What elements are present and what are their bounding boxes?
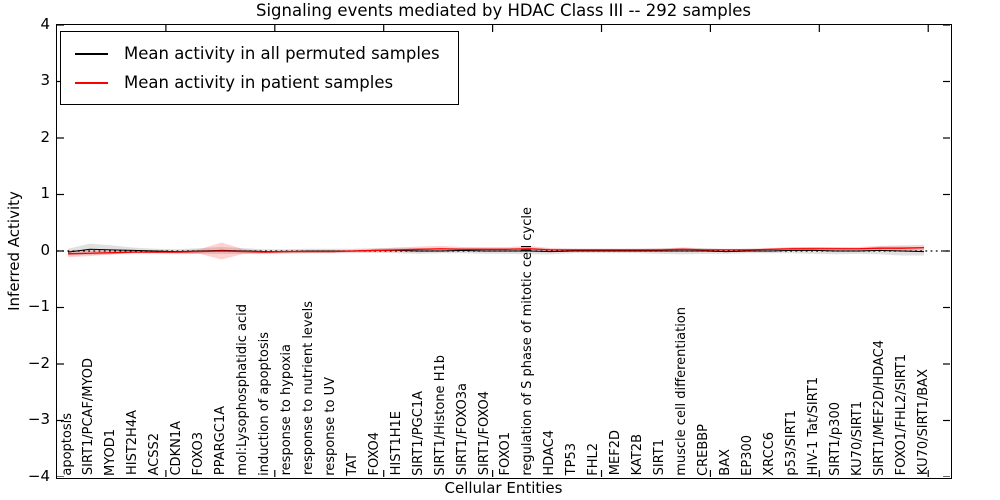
- x-category-label: SIRT1/FOXO3a: [454, 383, 470, 476]
- x-category-label: FOXO1/FHL2/SIRT1: [893, 354, 909, 476]
- x-category-label: FOXO4: [366, 432, 382, 476]
- x-category-label: response to UV: [322, 376, 338, 476]
- x-category-label: SIRT1/FOXO4: [476, 391, 492, 476]
- y-tick-label: −1: [27, 297, 50, 315]
- x-category-label: XRCC6: [761, 431, 777, 476]
- x-category-label: HIST2H4A: [125, 410, 141, 476]
- x-category-label: BAX: [717, 448, 733, 476]
- x-category-label: SIRT1/MEF2D/HDAC4: [871, 339, 887, 476]
- x-category-label: MEF2D: [608, 430, 624, 476]
- x-category-label: KAT2B: [630, 434, 646, 476]
- y-tick-label: 4: [40, 14, 50, 33]
- x-category-label: apoptosis: [59, 412, 75, 476]
- x-category-label: HIV-1 Tat/SIRT1: [805, 377, 821, 476]
- y-tick-label: 3: [40, 71, 50, 89]
- x-category-label: ACSS2: [147, 432, 163, 476]
- y-tick-label: 0: [40, 240, 50, 259]
- y-tick-label: −4: [27, 466, 50, 485]
- y-tick-label: 2: [40, 127, 50, 146]
- x-category-label: CDKN1A: [169, 420, 185, 476]
- x-category-label: SIRT1/p300: [827, 401, 843, 476]
- y-tick-label: −2: [27, 353, 50, 372]
- legend-item-permuted: Mean activity in all permuted samples: [75, 39, 440, 68]
- x-category-label: SIRT1: [652, 439, 668, 476]
- chart-title: Signaling events mediated by HDAC Class …: [255, 1, 752, 20]
- x-category-label: mol:Lysophosphatidic acid: [235, 303, 251, 476]
- legend: Mean activity in all permuted samples Me…: [60, 31, 459, 105]
- x-category-label: SIRT1/PGC1A: [410, 390, 426, 476]
- y-tick-label: −3: [27, 410, 50, 428]
- x-category-label: HIST1H1E: [388, 411, 404, 476]
- x-category-label: response to nutrient levels: [300, 301, 316, 476]
- legend-label: Mean activity in all permuted samples: [124, 44, 440, 63]
- x-category-label: regulation of S phase of mitotic cell cy…: [520, 206, 536, 476]
- x-category-label: FHL2: [586, 442, 602, 476]
- legend-line-sample-red: [75, 81, 108, 84]
- x-category-label: SIRT1/Histone H1b: [432, 354, 448, 476]
- legend-item-patient: Mean activity in patient samples: [75, 68, 440, 97]
- plot-area: apoptosis SIRT1/PCAF/MYOD MYOD1 HIST2H4A ACS…: [55, 23, 952, 479]
- y-tick-label: 1: [40, 184, 50, 202]
- x-category-label: muscle cell differentiation: [674, 306, 690, 476]
- x-category-label: PPARGC1A: [213, 406, 229, 476]
- x-category-label: KU70/SIRT1/BAX: [915, 369, 931, 476]
- x-category-label: HDAC4: [542, 429, 558, 476]
- x-category-label: CREBBP: [696, 423, 711, 476]
- legend-label: Mean activity in patient samples: [124, 73, 394, 92]
- x-category-label: EP300: [739, 434, 755, 476]
- x-axis-label: Cellular Entities: [444, 479, 563, 497]
- x-category-label: FOXO3: [191, 432, 207, 476]
- x-category-label: induction of apoptosis: [257, 331, 273, 476]
- chart-canvas: [56, 24, 950, 477]
- x-category-label: TP53: [564, 443, 580, 476]
- x-category-label: p53/SIRT1: [783, 409, 799, 476]
- x-category-label: TAT: [344, 452, 360, 476]
- legend-line-sample-black: [75, 52, 108, 55]
- x-category-label: FOXO1: [498, 432, 514, 476]
- x-category-label: MYOD1: [103, 428, 119, 476]
- x-category-label: response to hypoxia: [278, 344, 294, 476]
- x-category-label: SIRT1/PCAF/MYOD: [81, 358, 97, 476]
- patient-mean-line: [67, 246, 924, 254]
- x-category-label: KU70/SIRT1: [849, 400, 865, 476]
